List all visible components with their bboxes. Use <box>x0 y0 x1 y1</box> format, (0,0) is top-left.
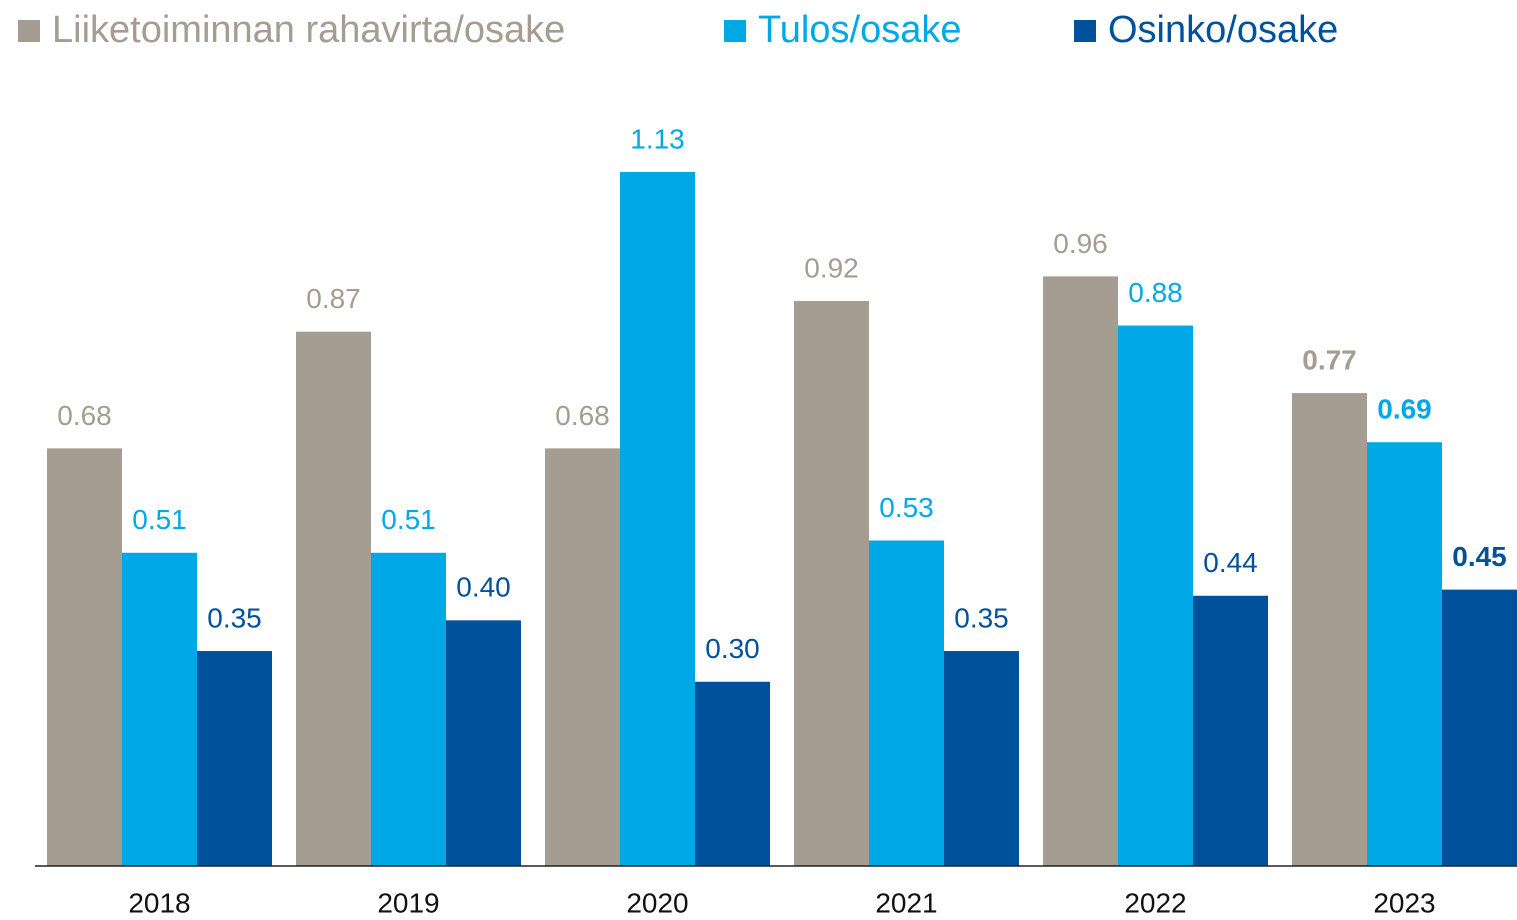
data-label: 0.35 <box>207 602 262 633</box>
bar <box>869 540 944 866</box>
bar <box>122 552 197 866</box>
x-tick-label: 2023 <box>1373 887 1435 918</box>
data-label: 0.51 <box>132 504 187 535</box>
data-label: 0.35 <box>954 602 1009 633</box>
data-label: 0.87 <box>306 283 361 314</box>
data-label: 0.30 <box>705 633 760 664</box>
x-tick-label: 2018 <box>128 887 190 918</box>
data-label: 0.77 <box>1302 344 1357 375</box>
bar <box>197 651 272 866</box>
data-label: 0.53 <box>879 492 934 523</box>
bar <box>1442 589 1517 866</box>
data-label: 0.69 <box>1377 394 1432 425</box>
x-tick-label: 2020 <box>626 887 688 918</box>
bar <box>47 448 122 866</box>
legend-swatch <box>724 20 746 42</box>
bar <box>1193 595 1268 866</box>
data-label: 0.68 <box>555 400 610 431</box>
data-label: 0.68 <box>57 400 112 431</box>
x-tick-label: 2021 <box>875 887 937 918</box>
bar <box>794 300 869 866</box>
bar <box>1292 393 1367 866</box>
bar <box>620 172 695 866</box>
legend-label: Osinko/osake <box>1108 9 1338 51</box>
legend-label: Tulos/osake <box>758 9 961 51</box>
bar <box>1118 325 1193 867</box>
data-label: 0.92 <box>804 252 859 283</box>
data-label: 1.13 <box>630 123 685 154</box>
x-tick-label: 2022 <box>1124 887 1186 918</box>
data-label: 0.88 <box>1128 277 1183 308</box>
bar <box>296 331 371 867</box>
bar <box>1043 276 1118 866</box>
bar <box>695 681 770 866</box>
legend-swatch <box>1074 20 1096 42</box>
legend-swatch <box>18 20 40 42</box>
data-label: 0.44 <box>1203 547 1258 578</box>
data-label: 0.96 <box>1053 228 1108 259</box>
x-tick-label: 2019 <box>377 887 439 918</box>
bar <box>1367 442 1442 866</box>
data-label: 0.51 <box>381 504 436 535</box>
bar <box>944 651 1019 866</box>
data-label: 0.40 <box>456 572 511 603</box>
legend-label: Liiketoiminnan rahavirta/osake <box>52 9 565 51</box>
bar <box>371 552 446 866</box>
data-label: 0.45 <box>1452 541 1507 572</box>
bar <box>446 620 521 866</box>
bar <box>545 448 620 866</box>
